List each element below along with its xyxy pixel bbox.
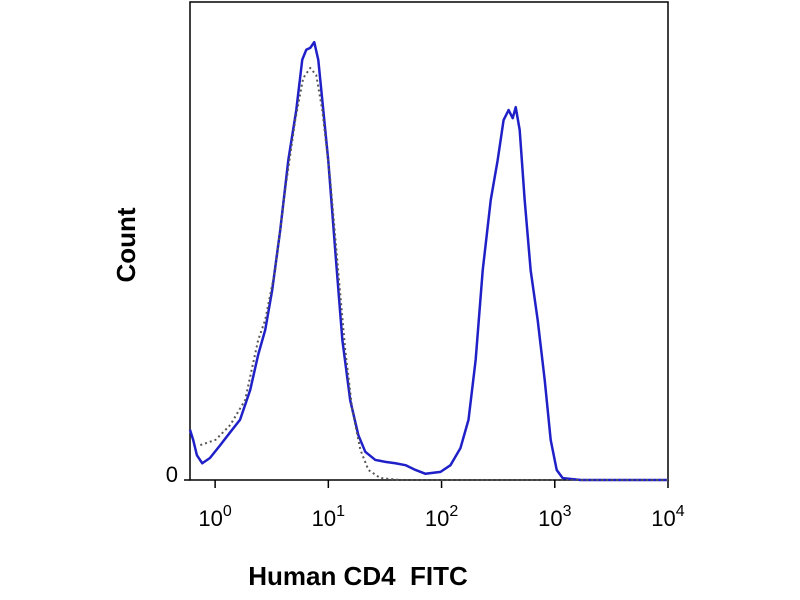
x-tick-base: 10 [198, 506, 222, 531]
x-tick-base: 10 [538, 506, 562, 531]
plot-frame [189, 1, 669, 481]
x-tick-base: 10 [425, 506, 449, 531]
x-axis-title: Human CD4 FITC [248, 561, 468, 591]
x-tick-exponent: 2 [449, 503, 458, 520]
x-tick-label: 102 [425, 503, 458, 531]
y-axis-title: Count [111, 207, 141, 282]
x-tick-label: 104 [651, 503, 684, 531]
x-tick-exponent: 0 [223, 503, 232, 520]
x-tick-exponent: 1 [336, 503, 345, 520]
x-tick-base: 10 [651, 506, 675, 531]
x-tick-label: 103 [538, 503, 571, 531]
histogram-curve [199, 66, 668, 481]
x-tick-label: 101 [312, 503, 345, 531]
histogram-curve [188, 40, 668, 482]
x-tick-exponent: 4 [676, 503, 685, 520]
x-tick-exponent: 3 [563, 503, 572, 520]
y-tick-label: 0 [166, 462, 178, 487]
x-tick-base: 10 [312, 506, 336, 531]
x-tick-label: 100 [198, 503, 231, 531]
